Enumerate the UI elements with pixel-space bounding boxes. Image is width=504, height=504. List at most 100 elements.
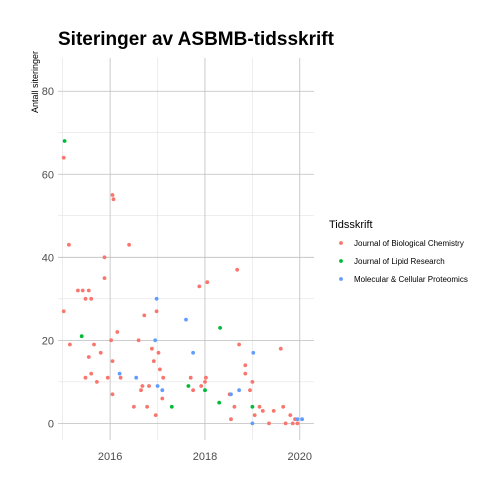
y-tick-label: 40	[42, 252, 54, 264]
data-point	[243, 363, 248, 368]
data-point	[158, 367, 162, 372]
data-point	[290, 421, 295, 426]
data-point	[110, 359, 115, 363]
legend-title: Tidsskrift	[329, 219, 373, 231]
data-point	[250, 404, 255, 409]
data-point	[191, 388, 196, 393]
data-point	[61, 309, 66, 314]
legend-key	[339, 259, 343, 263]
data-point	[110, 392, 115, 397]
data-point	[68, 342, 72, 347]
data-point	[197, 284, 202, 289]
data-point	[278, 346, 283, 351]
data-point	[288, 413, 293, 417]
y-tick-label: 20	[42, 335, 54, 347]
data-point	[80, 288, 85, 293]
data-point	[237, 388, 242, 393]
data-point	[154, 309, 159, 314]
data-point	[283, 421, 288, 426]
data-point	[142, 313, 147, 318]
data-point	[295, 417, 300, 422]
legend-label: Molecular & Cellular Proteomics	[354, 275, 468, 284]
data-point	[102, 276, 107, 280]
data-point	[89, 371, 94, 376]
data-point	[252, 413, 257, 417]
data-point	[186, 384, 191, 388]
y-tick-labels: 0 20 40 60 80	[42, 86, 54, 430]
data-point	[218, 326, 223, 330]
data-point	[203, 388, 207, 393]
data-point	[205, 280, 210, 285]
data-point	[300, 417, 304, 422]
y-tick-label: 60	[42, 169, 54, 181]
data-point	[260, 409, 265, 413]
data-point	[169, 404, 174, 409]
data-point	[232, 404, 237, 409]
data-point	[184, 317, 188, 322]
data-point	[156, 350, 161, 355]
data-point	[153, 338, 158, 343]
data-point	[204, 375, 208, 380]
data-point	[237, 342, 242, 347]
data-point	[115, 330, 120, 334]
data-point	[155, 384, 160, 388]
data-point	[229, 392, 233, 397]
data-point	[154, 296, 159, 301]
data-point	[248, 388, 252, 393]
data-point	[89, 296, 94, 301]
data-point	[229, 417, 233, 422]
data-point	[95, 380, 99, 384]
data-point	[153, 413, 158, 417]
data-point	[139, 388, 143, 393]
data-point	[160, 396, 165, 401]
data-point	[250, 380, 255, 384]
data-point	[61, 155, 66, 160]
data-point	[132, 404, 136, 409]
data-point	[161, 375, 166, 380]
data-point	[151, 359, 156, 363]
y-axis-label: Antall siteringer	[30, 51, 40, 113]
data-point	[199, 384, 204, 388]
data-point	[188, 375, 193, 380]
data-point	[86, 355, 91, 359]
data-point	[67, 242, 71, 247]
x-tick-label: 2016	[98, 451, 122, 463]
data-point	[250, 421, 255, 426]
data-point	[86, 288, 91, 293]
data-point	[109, 338, 113, 343]
data-point	[295, 421, 300, 426]
data-point	[111, 197, 116, 202]
legend-label: Journal of Lipid Research	[354, 257, 445, 266]
data-point	[110, 193, 115, 197]
data-point	[160, 388, 165, 393]
legend: Tidsskrift Journal of Biological Chemist…	[329, 219, 468, 284]
data-point	[145, 404, 150, 409]
data-point	[203, 380, 207, 384]
y-tick-label: 80	[42, 86, 54, 98]
data-point	[271, 409, 276, 413]
chart-title: Siteringer av ASBMB-tidsskrift	[58, 29, 335, 50]
data-point	[92, 342, 96, 347]
data-point	[257, 404, 262, 409]
data-point	[62, 139, 67, 143]
data-point	[147, 384, 151, 388]
data-point	[83, 375, 88, 380]
data-point	[105, 375, 110, 380]
data-point	[217, 400, 222, 405]
legend-label: Journal of Biological Chemistry	[354, 239, 464, 248]
data-points	[61, 139, 304, 426]
data-point	[127, 242, 131, 247]
x-tick-labels: 2016 2018 2020	[98, 451, 312, 463]
data-point	[251, 350, 256, 355]
data-point	[150, 346, 154, 351]
data-point	[98, 350, 103, 355]
data-point	[102, 255, 107, 260]
data-point	[281, 404, 286, 409]
data-point	[140, 384, 145, 388]
data-point	[243, 371, 248, 376]
data-point	[134, 375, 139, 380]
data-point	[191, 350, 196, 355]
x-tick-label: 2018	[193, 451, 217, 463]
legend-key	[339, 277, 343, 281]
